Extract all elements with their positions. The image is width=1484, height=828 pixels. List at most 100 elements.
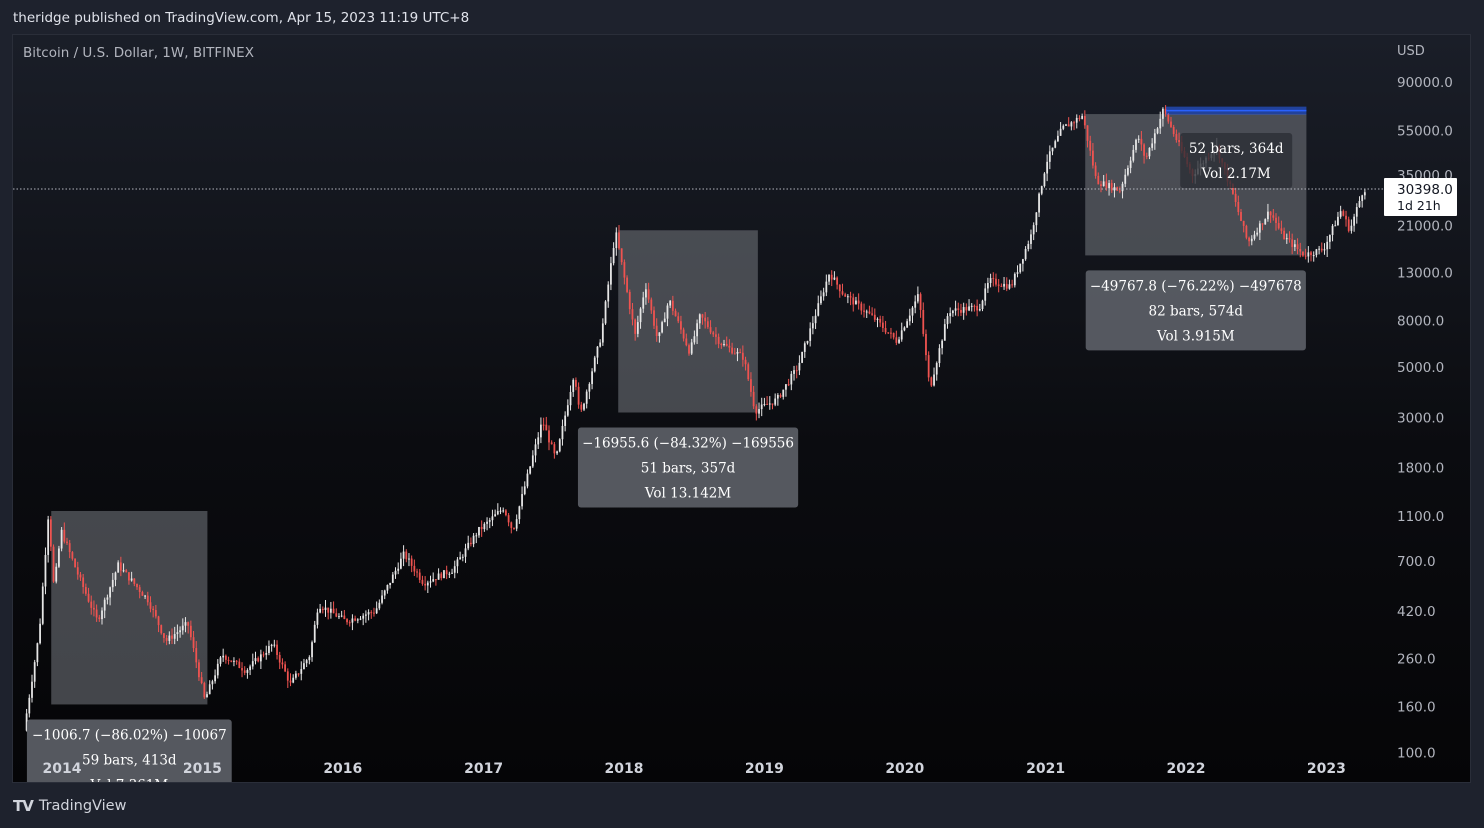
- candle-body: [119, 562, 122, 571]
- candle-body: [1151, 143, 1154, 148]
- candle-body: [898, 339, 900, 343]
- candle-body: [666, 305, 669, 319]
- candle-body: [892, 333, 895, 338]
- candle-body: [426, 582, 429, 586]
- candle-body: [316, 612, 319, 625]
- candle-body: [515, 519, 518, 529]
- candle-body: [1299, 248, 1302, 252]
- candle-body: [575, 379, 577, 387]
- candle-body: [768, 403, 771, 405]
- candle-body: [1073, 122, 1075, 124]
- candle-body: [1148, 147, 1151, 157]
- candle-body: [741, 352, 744, 360]
- candle-body: [354, 618, 357, 621]
- candle-body: [249, 666, 252, 671]
- last-price-tag[interactable]: [1384, 178, 1457, 217]
- candle-body: [1040, 186, 1043, 194]
- candle-body: [179, 630, 181, 633]
- candle-body: [849, 296, 852, 298]
- candle-body: [709, 327, 712, 333]
- measure-box-1[interactable]: [51, 510, 208, 705]
- candle-body: [607, 284, 610, 302]
- candle-body: [1094, 165, 1097, 176]
- chart-frame[interactable]: −1006.7 (−86.02%) −10067 59 bars, 413d Vol…: [12, 34, 1471, 783]
- candle-body: [84, 587, 87, 594]
- candle-body: [868, 311, 871, 314]
- measure-box-2[interactable]: [618, 230, 758, 413]
- candle-body: [1003, 283, 1005, 287]
- candle-body: [946, 316, 949, 325]
- candle-body: [262, 654, 265, 656]
- candle-body: [1124, 174, 1127, 184]
- candle-body: [278, 654, 281, 663]
- measure-label-line: Vol 13.142M: [644, 485, 731, 501]
- candle-body: [459, 557, 462, 560]
- candle-body: [268, 646, 270, 653]
- candle-body: [378, 602, 381, 609]
- candle-body: [1083, 115, 1086, 126]
- candle-body: [39, 623, 41, 644]
- candle-body: [402, 551, 405, 559]
- candle-body: [157, 616, 160, 626]
- candle-body: [951, 310, 954, 314]
- candle-body: [424, 583, 427, 586]
- candle-body: [585, 391, 588, 404]
- candle-body: [340, 615, 343, 617]
- candle-body: [1153, 133, 1156, 144]
- candle-body: [911, 307, 914, 316]
- candle-body: [195, 648, 198, 663]
- candle-body: [1323, 249, 1326, 251]
- candle-body: [782, 389, 785, 397]
- candle-body: [1331, 225, 1334, 235]
- tradingview-brand[interactable]: 𝗧𝗩 TradingView: [13, 797, 126, 815]
- candle-body: [421, 579, 424, 584]
- x-tick-label: 2017: [464, 761, 503, 777]
- candle-body: [758, 409, 760, 414]
- candle-body: [1242, 220, 1245, 226]
- candle-body: [677, 316, 680, 322]
- candle-body: [941, 340, 944, 349]
- measure-label-line: −16955.6 (−84.32%) −169556: [582, 435, 794, 451]
- candle-body: [338, 616, 340, 618]
- candle-body: [136, 583, 138, 588]
- candle-body: [1355, 207, 1358, 217]
- price-chart[interactable]: −1006.7 (−86.02%) −10067 59 bars, 413d Vol…: [13, 35, 1471, 783]
- candle-body: [448, 573, 451, 575]
- candle-body: [1057, 135, 1059, 142]
- candle-body: [1156, 128, 1159, 134]
- candle-body: [432, 579, 435, 582]
- candle-body: [1086, 125, 1089, 141]
- candle-body: [1272, 215, 1275, 218]
- candle-body: [507, 515, 510, 523]
- candle-body: [986, 282, 989, 289]
- candle-body: [329, 608, 332, 613]
- candle-body: [1016, 272, 1019, 274]
- candle-body: [1108, 183, 1110, 189]
- candle-body: [1307, 252, 1310, 257]
- candle-body: [766, 403, 768, 405]
- candle-body: [957, 308, 960, 310]
- candle-body: [241, 667, 243, 671]
- candle-body: [1334, 225, 1337, 227]
- candle-body: [408, 558, 410, 560]
- candle-body: [1159, 118, 1162, 129]
- candle-body: [176, 632, 179, 635]
- candle-body: [876, 318, 879, 320]
- candle-body: [90, 601, 93, 608]
- candle-body: [825, 281, 828, 293]
- candle-body: [79, 574, 82, 578]
- candle-body: [750, 379, 752, 392]
- candle-body: [970, 305, 973, 307]
- candle-body: [49, 519, 52, 547]
- x-tick-label: 2022: [1167, 761, 1206, 777]
- candle-body: [1051, 147, 1054, 152]
- candle-body: [238, 661, 241, 668]
- candle-body: [1075, 117, 1078, 123]
- candle-body: [1089, 140, 1092, 151]
- candle-body: [1275, 217, 1277, 224]
- candle-body: [413, 565, 416, 572]
- candle-body: [437, 573, 440, 580]
- candle-body: [311, 642, 313, 658]
- candle-body: [604, 301, 607, 324]
- candle-body: [623, 262, 626, 278]
